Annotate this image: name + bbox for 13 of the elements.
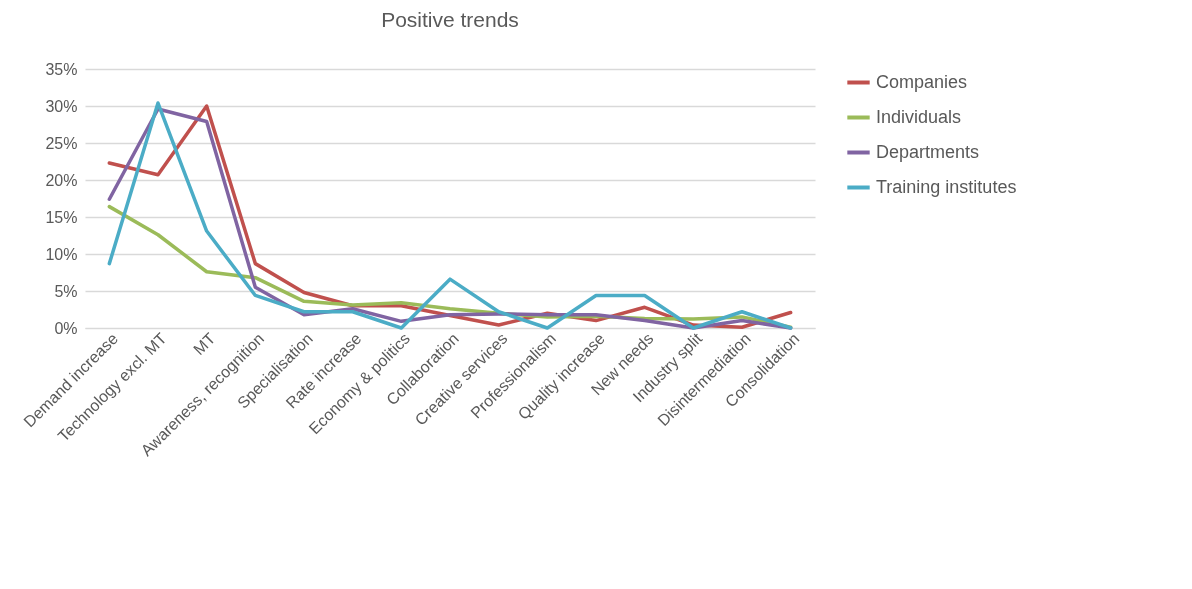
y-tick-label: 25%	[45, 134, 78, 152]
legend-label: Training institutes	[876, 176, 1017, 197]
y-tick-label: 30%	[45, 97, 78, 115]
legend-label: Individuals	[876, 106, 962, 127]
y-tick-label: 0%	[54, 319, 78, 337]
legend-label: Companies	[876, 71, 968, 92]
y-tick-label: 5%	[54, 282, 78, 300]
y-tick-label: 15%	[45, 208, 78, 226]
y-tick-label: 20%	[45, 171, 78, 189]
y-tick-label: 35%	[45, 60, 78, 78]
y-tick-label: 10%	[45, 245, 78, 263]
chart-title: Positive trends	[381, 8, 519, 31]
legend-label: Departments	[876, 141, 980, 162]
